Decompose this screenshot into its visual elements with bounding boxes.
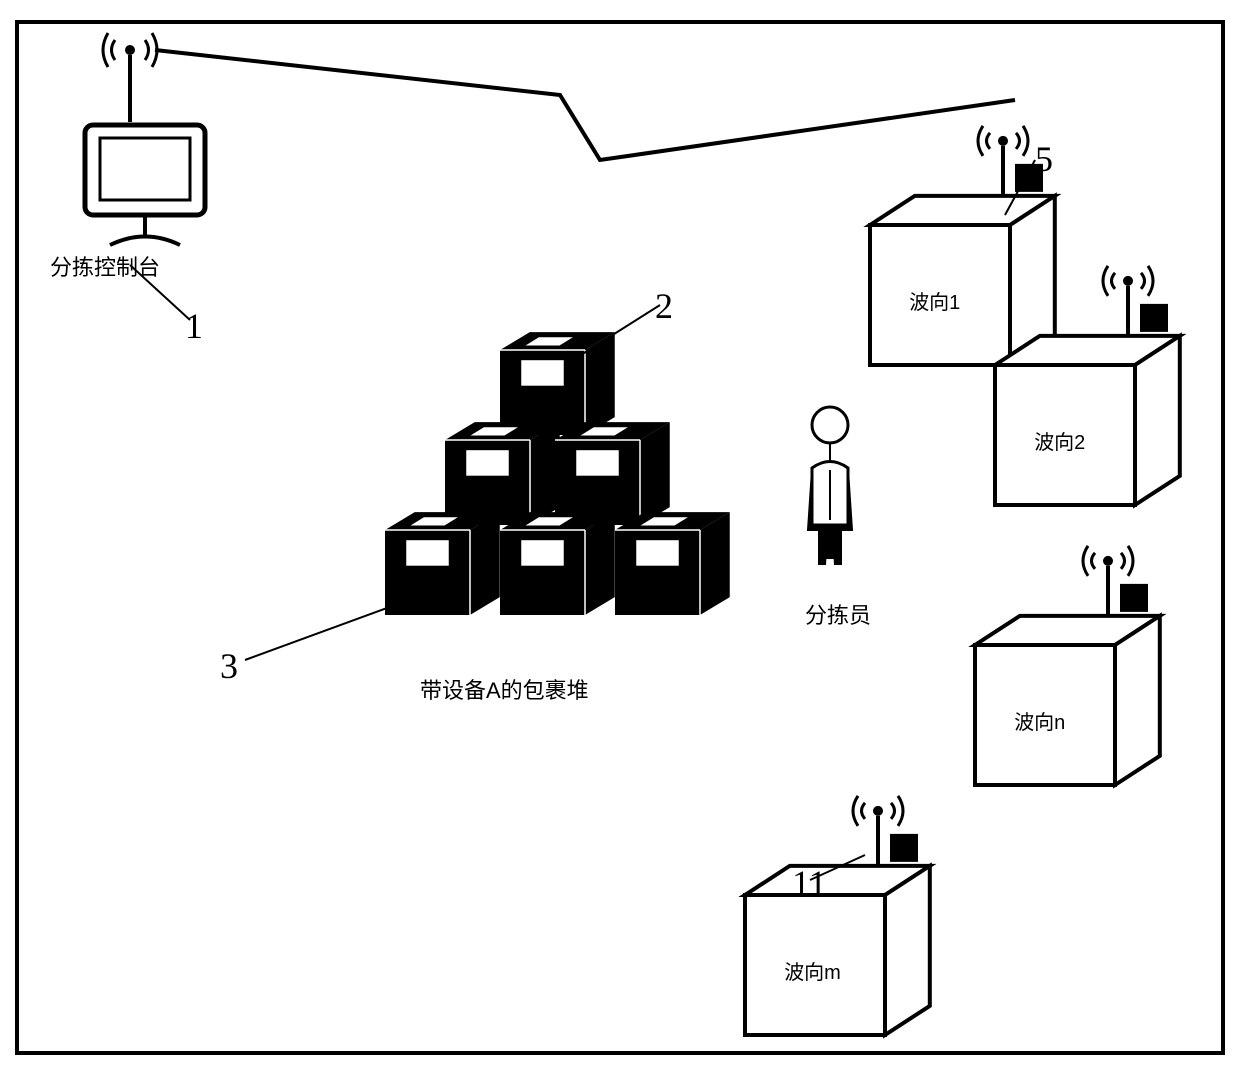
- antenna-icon: [103, 33, 157, 122]
- ref-5: 5: [1035, 138, 1053, 180]
- box-pile: [385, 332, 730, 615]
- person-label: 分拣员: [805, 598, 871, 630]
- svg-text:波向2: 波向2: [1034, 431, 1085, 454]
- terminal-icon: [85, 125, 205, 245]
- svg-text:波向m: 波向m: [784, 961, 841, 984]
- person-icon: [808, 407, 852, 565]
- ref-2: 2: [655, 285, 673, 327]
- terminal-label: 分拣控制台: [50, 250, 160, 282]
- ref-1: 1: [185, 305, 203, 347]
- pile-label: 带设备A的包裹堆: [420, 673, 589, 705]
- diagram-svg: 波向1 波向2 波向n 波向m: [0, 0, 1240, 1073]
- svg-text:波向n: 波向n: [1014, 711, 1065, 734]
- ref-3: 3: [220, 645, 238, 687]
- wireless-link: [155, 50, 1015, 160]
- svg-text:波向1: 波向1: [909, 291, 960, 314]
- ref-11: 11: [792, 862, 827, 904]
